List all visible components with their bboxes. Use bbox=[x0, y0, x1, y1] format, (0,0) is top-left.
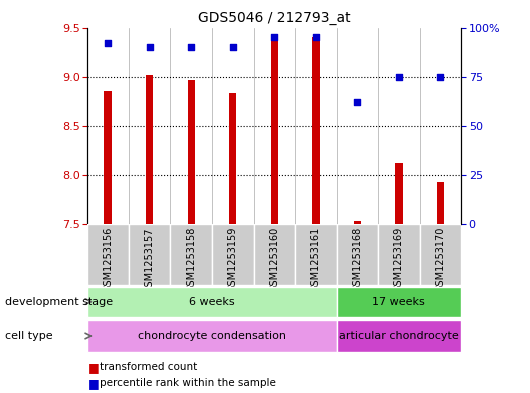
Text: ■: ■ bbox=[87, 361, 99, 374]
Bar bbox=[420, 224, 461, 285]
Text: 17 weeks: 17 weeks bbox=[373, 297, 425, 307]
Bar bbox=[378, 224, 420, 285]
Bar bbox=[129, 224, 171, 285]
Bar bbox=[171, 224, 212, 285]
Bar bbox=[337, 224, 378, 285]
Text: GSM1253168: GSM1253168 bbox=[352, 227, 363, 292]
Text: articular chondrocyte: articular chondrocyte bbox=[339, 331, 458, 341]
Bar bbox=[395, 163, 403, 224]
Bar bbox=[295, 224, 337, 285]
Point bbox=[395, 73, 403, 80]
Text: cell type: cell type bbox=[5, 331, 53, 341]
Bar bbox=[312, 37, 320, 224]
Text: GSM1253161: GSM1253161 bbox=[311, 227, 321, 292]
Text: development stage: development stage bbox=[5, 297, 113, 307]
Bar bbox=[188, 79, 195, 224]
Point bbox=[436, 73, 445, 80]
Text: percentile rank within the sample: percentile rank within the sample bbox=[100, 378, 276, 388]
Point bbox=[270, 34, 279, 40]
Bar bbox=[354, 221, 361, 224]
Text: GSM1253169: GSM1253169 bbox=[394, 227, 404, 292]
Bar bbox=[87, 286, 337, 317]
Bar bbox=[104, 92, 112, 224]
Text: 6 weeks: 6 weeks bbox=[189, 297, 235, 307]
Point bbox=[104, 40, 112, 46]
Bar bbox=[337, 320, 461, 352]
Text: GSM1253159: GSM1253159 bbox=[228, 227, 238, 292]
Point bbox=[187, 44, 196, 50]
Text: GSM1253158: GSM1253158 bbox=[186, 227, 196, 292]
Bar bbox=[270, 35, 278, 224]
Text: transformed count: transformed count bbox=[100, 362, 197, 373]
Bar bbox=[146, 75, 154, 224]
Text: chondrocyte condensation: chondrocyte condensation bbox=[138, 331, 286, 341]
Point bbox=[145, 44, 154, 50]
Point bbox=[312, 34, 320, 40]
Text: GSM1253156: GSM1253156 bbox=[103, 227, 113, 292]
Bar bbox=[87, 320, 337, 352]
Title: GDS5046 / 212793_at: GDS5046 / 212793_at bbox=[198, 11, 350, 25]
Bar bbox=[229, 94, 236, 224]
Bar bbox=[437, 182, 444, 224]
Text: ■: ■ bbox=[87, 376, 99, 390]
Point bbox=[228, 44, 237, 50]
Text: GSM1253170: GSM1253170 bbox=[435, 227, 445, 292]
Bar bbox=[253, 224, 295, 285]
Bar bbox=[212, 224, 253, 285]
Bar bbox=[87, 224, 129, 285]
Text: GSM1253157: GSM1253157 bbox=[145, 227, 155, 292]
Point bbox=[353, 99, 361, 105]
Bar bbox=[337, 286, 461, 317]
Text: GSM1253160: GSM1253160 bbox=[269, 227, 279, 292]
